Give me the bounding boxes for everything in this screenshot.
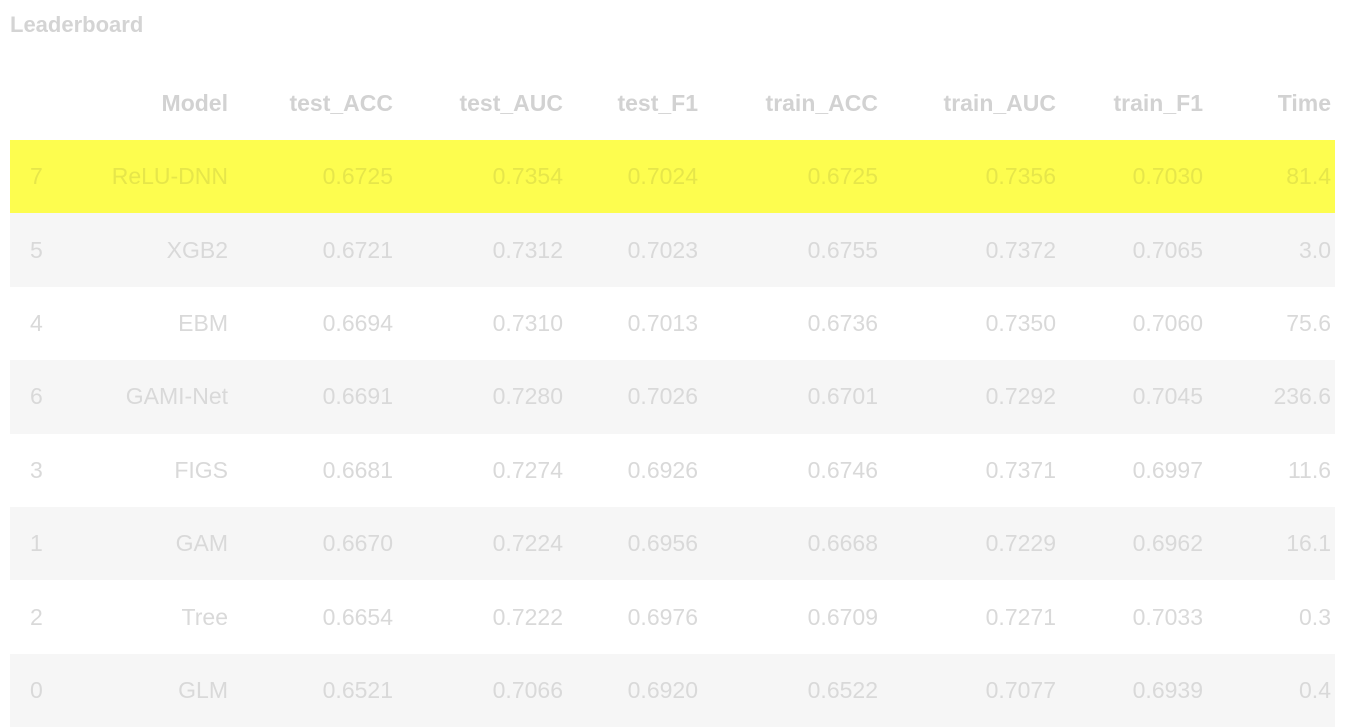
test-f1-cell: 0.6976 xyxy=(627,603,698,630)
train-f1-cell: 0.7033 xyxy=(1132,603,1203,630)
time-cell: 16.1 xyxy=(1286,530,1331,557)
test-auc-cell: 0.7066 xyxy=(492,676,563,703)
table-row: 0 GLM 0.6521 0.7066 0.6920 0.6522 0.7077 0.6939… xyxy=(10,653,1335,727)
test-acc-cell: 0.6725 xyxy=(322,163,393,190)
column-header-index xyxy=(10,66,80,140)
train-auc-cell: 0.7292 xyxy=(985,383,1056,410)
row-index: 3 xyxy=(30,456,43,483)
train-f1-cell: 0.7065 xyxy=(1132,236,1203,263)
model-name-cell: Tree xyxy=(181,603,228,630)
test-auc-cell: 0.7310 xyxy=(492,309,563,336)
train-f1-cell: 0.6962 xyxy=(1132,530,1203,557)
row-index: 1 xyxy=(30,530,43,557)
test-acc-cell: 0.6670 xyxy=(322,530,393,557)
train-acc-cell: 0.6522 xyxy=(807,676,878,703)
row-index: 0 xyxy=(30,676,43,703)
column-header-time: Time xyxy=(1277,89,1331,116)
test-auc-cell: 0.7280 xyxy=(492,383,563,410)
train-auc-cell: 0.7372 xyxy=(985,236,1056,263)
train-auc-cell: 0.7229 xyxy=(985,530,1056,557)
time-cell: 75.6 xyxy=(1286,309,1331,336)
train-acc-cell: 0.6725 xyxy=(807,163,878,190)
time-cell: 11.6 xyxy=(1287,456,1331,483)
row-index: 7 xyxy=(30,163,43,190)
model-name-cell: EBM xyxy=(178,309,228,336)
row-index: 4 xyxy=(30,309,43,336)
table-row: 4 EBM 0.6694 0.7310 0.7013 0.6736 0.7350 0.7060… xyxy=(10,287,1335,360)
model-name-cell: ReLU-DNN xyxy=(111,163,228,190)
test-f1-cell: 0.6920 xyxy=(627,676,698,703)
column-header-train-auc: train_AUC xyxy=(943,89,1056,116)
test-acc-cell: 0.6681 xyxy=(322,456,393,483)
time-cell: 0.4 xyxy=(1299,676,1331,703)
table-row: 1 GAM 0.6670 0.7224 0.6956 0.6668 0.7229 0.6962… xyxy=(10,506,1335,581)
test-acc-cell: 0.6521 xyxy=(322,676,393,703)
model-name-cell: GAMI-Net xyxy=(125,383,228,410)
test-acc-cell: 0.6654 xyxy=(322,603,393,630)
train-acc-cell: 0.6746 xyxy=(807,456,878,483)
test-auc-cell: 0.7354 xyxy=(492,163,563,190)
train-auc-cell: 0.7271 xyxy=(985,603,1056,630)
test-auc-cell: 0.7312 xyxy=(492,236,563,263)
table-row: 3 FIGS 0.6681 0.7274 0.6926 0.6746 0.7371 0.699… xyxy=(10,434,1335,507)
train-acc-cell: 0.6709 xyxy=(807,603,878,630)
row-index: 6 xyxy=(30,383,43,410)
leaderboard-table: Model test_ACC test_AUC test_F1 train_AC… xyxy=(10,66,1335,727)
train-auc-cell: 0.7350 xyxy=(985,309,1056,336)
train-f1-cell: 0.6939 xyxy=(1132,676,1203,703)
column-header-train-acc: train_ACC xyxy=(765,89,878,116)
column-header-test-f1: test_F1 xyxy=(617,89,698,116)
test-f1-cell: 0.6926 xyxy=(627,456,698,483)
train-auc-cell: 0.7356 xyxy=(985,163,1056,190)
test-acc-cell: 0.6694 xyxy=(322,309,393,336)
train-f1-cell: 0.7060 xyxy=(1132,309,1203,336)
table-row: 2 Tree 0.6654 0.7222 0.6976 0.6709 0.7271 0.703… xyxy=(10,580,1335,653)
column-header-train-f1: train_F1 xyxy=(1113,89,1203,116)
model-name-cell: GAM xyxy=(175,530,228,557)
train-acc-cell: 0.6755 xyxy=(807,236,878,263)
time-cell: 236.6 xyxy=(1273,383,1331,410)
test-f1-cell: 0.7024 xyxy=(627,163,698,190)
column-header-model: Model xyxy=(161,89,228,116)
test-auc-cell: 0.7274 xyxy=(492,456,563,483)
test-auc-cell: 0.7222 xyxy=(492,603,563,630)
column-header-test-acc: test_ACC xyxy=(289,89,393,116)
time-cell: 0.3 xyxy=(1299,603,1331,630)
test-acc-cell: 0.6721 xyxy=(322,236,393,263)
table-row: 5 XGB2 0.6721 0.7312 0.7023 0.6755 0.7372 0.706… xyxy=(10,213,1335,287)
table-row-highlighted: 7 ReLU-DNN 0.6725 0.7354 0.7024 0.6725 0.7356 0… xyxy=(10,140,1335,214)
train-auc-cell: 0.7371 xyxy=(985,456,1056,483)
column-header-test-auc: test_AUC xyxy=(459,89,563,116)
train-f1-cell: 0.7030 xyxy=(1132,163,1203,190)
train-acc-cell: 0.6668 xyxy=(807,530,878,557)
train-acc-cell: 0.6701 xyxy=(807,383,878,410)
table-row: 6 GAMI-Net 0.6691 0.7280 0.7026 0.6701 0.7292 0… xyxy=(10,360,1335,434)
test-acc-cell: 0.6691 xyxy=(322,383,393,410)
table-header-row: Model test_ACC test_AUC test_F1 train_AC… xyxy=(10,66,1335,140)
row-index: 2 xyxy=(30,603,43,630)
test-f1-cell: 0.6956 xyxy=(627,530,698,557)
test-f1-cell: 0.7026 xyxy=(627,383,698,410)
train-auc-cell: 0.7077 xyxy=(985,676,1056,703)
model-name-cell: FIGS xyxy=(174,456,228,483)
train-f1-cell: 0.7045 xyxy=(1132,383,1203,410)
time-cell: 3.0 xyxy=(1299,236,1331,263)
row-index: 5 xyxy=(30,236,43,263)
train-f1-cell: 0.6997 xyxy=(1132,456,1203,483)
test-f1-cell: 0.7023 xyxy=(627,236,698,263)
time-cell: 81.4 xyxy=(1286,163,1331,190)
train-acc-cell: 0.6736 xyxy=(807,309,878,336)
test-auc-cell: 0.7224 xyxy=(492,530,563,557)
model-name-cell: XGB2 xyxy=(166,236,228,263)
test-f1-cell: 0.7013 xyxy=(627,309,698,336)
table-body: 7 ReLU-DNN 0.6725 0.7354 0.7024 0.6725 0.7356 0… xyxy=(10,140,1335,727)
model-name-cell: GLM xyxy=(178,676,228,703)
leaderboard-title: Leaderboard xyxy=(10,12,144,37)
